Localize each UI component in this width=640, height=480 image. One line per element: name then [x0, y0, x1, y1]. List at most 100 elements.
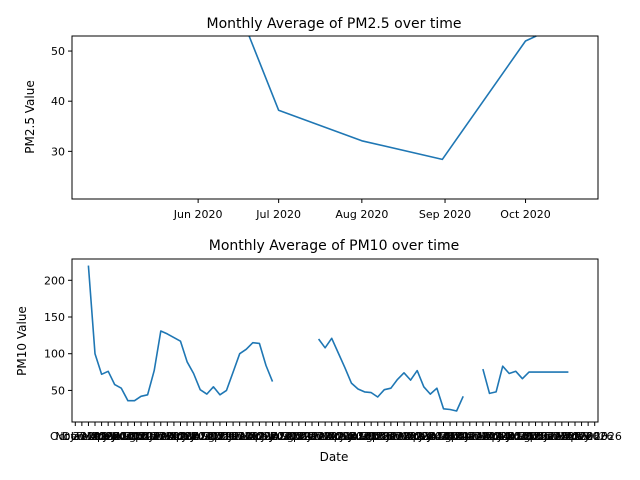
pm10-chart: Monthly Average of PM10 over time PM10 V…: [15, 238, 622, 464]
pm10-x-tick-label: May 2024: [410, 430, 464, 443]
pm10-x-tick-label: Apr 2026: [563, 430, 614, 443]
pm10-series-line-segment: [317, 337, 464, 412]
pm25-chart: Monthly Average of PM2.5 over time PM2.5…: [23, 16, 599, 221]
pm10-x-tick-label: Nov 2023: [371, 430, 424, 443]
pm10-x-tick-label: Jul 2023: [348, 430, 394, 443]
pm25-series-line: [248, 35, 537, 161]
pm10-x-tick-label: Apr 2020: [89, 430, 140, 443]
pm10-x-tick-label: Aug 2025: [509, 430, 562, 443]
pm10-x-tick-label: May 2022: [252, 430, 306, 443]
pm10-y-tick-label: 50: [51, 384, 65, 397]
pm10-x-tick-label: Jan 2026: [543, 430, 592, 443]
pm25-x-tick-label: Aug 2020: [335, 208, 388, 221]
pm10-x-tick-label: Dec 2025: [535, 430, 588, 443]
pm10-x-tick-label: Jun 2025: [497, 430, 547, 443]
pm10-x-tick-label: Jun 2023: [339, 430, 389, 443]
pm10-x-tick-label: Feb 2025: [471, 430, 522, 443]
pm10-x-tick-label: Sep 2025: [516, 430, 568, 443]
pm25-x-tick-label: Jul 2020: [255, 208, 301, 221]
pm10-x-tick-label: Jul 2024: [427, 430, 473, 443]
pm10-x-tick-label: Sep 2022: [279, 430, 331, 443]
pm10-x-tick-label: Feb 2020: [76, 430, 127, 443]
pm10-x-tick-label: May 2020: [94, 430, 148, 443]
pm10-x-tick-label: Jan 2020: [70, 430, 119, 443]
pm10-x-tick-label: Jan 2022: [228, 430, 277, 443]
pm10-x-tick-label: Dec 2024: [457, 430, 510, 443]
pm10-x-tick-label: Nov 2021: [213, 430, 266, 443]
pm10-x-tick-label: Oct 2022: [287, 430, 338, 443]
pm10-x-tick-label: Sep 2023: [358, 430, 410, 443]
pm10-x-tick-label: Jul 2022: [269, 430, 315, 443]
pm10-x-tick-label: Mar 2026: [555, 430, 607, 443]
pm10-series-line-segment: [482, 365, 569, 395]
pm10-x-tick-label: May 2021: [173, 430, 227, 443]
pm10-x-tick-label: Apr 2022: [247, 430, 298, 443]
pm10-x-tick-label: Aug 2023: [351, 430, 404, 443]
pm10-x-tick-label: Dec 2021: [220, 430, 273, 443]
pm10-x-tick-label: Nov 2025: [529, 430, 582, 443]
pm10-x-tick-label: Mar 2024: [398, 430, 450, 443]
pm10-x-tick-label: Jun 2021: [181, 430, 231, 443]
pm10-y-tick-label: 200: [44, 274, 65, 287]
pm10-x-tick-label: May 2025: [489, 430, 543, 443]
pm10-x-tick-label: Jun 2020: [103, 430, 153, 443]
pm10-x-tick-label: Nov 2020: [134, 430, 187, 443]
pm10-x-tick-label: Mar 2021: [161, 430, 213, 443]
pm10-x-tick-label: Nov 2019: [55, 430, 108, 443]
pm10-x-tick-label: May 2026: [568, 430, 622, 443]
pm10-x-tick-label: Apr 2025: [484, 430, 535, 443]
pm10-x-tick-label: Dec 2020: [141, 430, 194, 443]
pm25-y-axis-label: PM2.5 Value: [23, 80, 37, 153]
pm10-y-axis-label: PM10 Value: [15, 306, 29, 376]
pm10-x-tick-label: Oct 2021: [208, 430, 259, 443]
pm10-x-tick-label: Nov 2022: [292, 430, 345, 443]
pm25-y-tick-label: 30: [51, 145, 65, 158]
pm25-x-tick-label: Oct 2020: [500, 208, 551, 221]
pm10-plot-frame: [71, 258, 599, 423]
pm10-x-tick-label: Mar 2020: [82, 430, 134, 443]
pm10-x-tick-label: Aug 2020: [115, 430, 168, 443]
pm10-x-tick-label: Oct 2024: [445, 430, 496, 443]
pm10-x-tick-label: Feb 2022: [234, 430, 285, 443]
pm10-x-tick-label: Oct 2025: [523, 430, 574, 443]
pm10-y-tick-label: 150: [44, 311, 65, 324]
pm25-x-tick-label: Sep 2020: [419, 208, 471, 221]
pm10-x-tick-label: Jul 2021: [190, 430, 236, 443]
pm10-chart-title: Monthly Average of PM10 over time: [209, 238, 459, 254]
pm10-x-tick-label: Nov 2024: [450, 430, 503, 443]
pm10-x-tick-label: May 2023: [331, 430, 385, 443]
pm25-plot-frame: [71, 35, 599, 200]
pm10-x-tick-label: Jun 2024: [418, 430, 468, 443]
pm10-x-tick-label: Jan 2024: [385, 430, 434, 443]
pm10-x-tick-label: Feb 2023: [313, 430, 364, 443]
pm10-x-tick-label: Oct 2019: [50, 430, 101, 443]
pm10-x-tick-label: Dec 2023: [378, 430, 431, 443]
pm10-x-tick-label: Mar 2023: [319, 430, 371, 443]
pm10-x-tick-label: Jul 2020: [111, 430, 157, 443]
pm10-x-tick-label: Aug 2024: [430, 430, 483, 443]
pm10-x-tick-label: Apr 2023: [326, 430, 377, 443]
pm10-y-tick-label: 100: [44, 348, 65, 361]
pm10-x-tick-label: Jul 2025: [506, 430, 552, 443]
pm25-x-tick-label: Jun 2020: [173, 208, 223, 221]
pm10-x-tick-label: Jan 2025: [464, 430, 513, 443]
pm10-x-tick-label: Oct 2020: [129, 430, 180, 443]
pm10-x-tick-label: Feb 2024: [392, 430, 443, 443]
pm10-x-tick-label: Dec 2022: [299, 430, 352, 443]
pm10-x-tick-label: Aug 2022: [272, 430, 325, 443]
pm10-x-tick-label: Sep 2024: [437, 430, 489, 443]
pm10-x-tick-label: Mar 2022: [240, 430, 292, 443]
pm10-x-tick-label: Jan 2021: [149, 430, 198, 443]
pm10-x-axis-label: Date: [320, 450, 349, 464]
pm10-x-tick-label: Aug 2021: [193, 430, 246, 443]
pm10-x-tick-label: Dec 2019: [62, 430, 115, 443]
pm25-y-tick-label: 40: [51, 95, 65, 108]
pm10-x-tick-label: Sep 2021: [200, 430, 252, 443]
pm10-x-tick-label: Oct 2023: [366, 430, 417, 443]
pm10-x-tick-label: Feb 2026: [550, 430, 601, 443]
pm25-chart-title: Monthly Average of PM2.5 over time: [207, 16, 462, 32]
pm10-x-tick-label: Apr 2024: [405, 430, 456, 443]
pm10-x-tick-label: Sep 2020: [121, 430, 173, 443]
